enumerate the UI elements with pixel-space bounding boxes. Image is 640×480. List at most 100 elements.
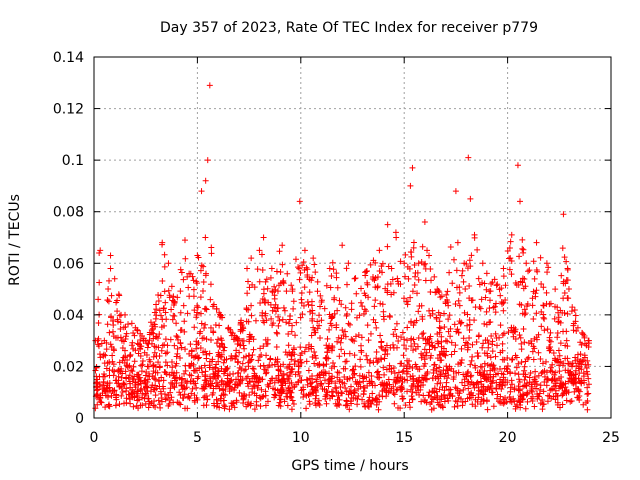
data-point (207, 375, 214, 382)
data-point (469, 353, 476, 360)
data-point (238, 393, 245, 400)
data-point (125, 321, 132, 328)
data-point (365, 403, 372, 410)
data-point (213, 305, 220, 312)
data-point (398, 360, 405, 367)
data-point (574, 351, 581, 358)
data-point (454, 398, 461, 405)
data-point (361, 400, 368, 407)
data-point (276, 399, 283, 406)
data-point (246, 391, 253, 398)
data-point (152, 392, 159, 399)
data-point (535, 349, 542, 356)
data-point (142, 391, 149, 398)
data-point (475, 333, 482, 340)
data-point (308, 302, 315, 309)
data-point (504, 363, 511, 370)
data-point (465, 368, 472, 375)
data-point (512, 352, 519, 359)
data-point (469, 341, 476, 348)
data-point (331, 310, 338, 317)
data-point (163, 395, 170, 402)
data-point (408, 393, 415, 400)
data-point (109, 352, 116, 359)
data-point (544, 326, 551, 333)
data-point (454, 389, 461, 396)
data-point (461, 342, 468, 349)
data-point (173, 332, 180, 339)
data-point (299, 262, 306, 269)
data-point (556, 368, 563, 375)
data-point (160, 385, 167, 392)
chart-title: Day 357 of 2023, Rate Of TEC Index for r… (160, 20, 538, 36)
data-point (485, 375, 492, 382)
data-point (232, 352, 239, 359)
data-point (259, 296, 266, 303)
data-point (178, 344, 185, 351)
data-point (584, 384, 591, 391)
data-point (335, 400, 342, 407)
data-point (395, 404, 402, 411)
data-point (338, 346, 345, 353)
data-point (490, 373, 497, 380)
data-point (420, 392, 427, 399)
data-point (443, 363, 450, 370)
data-point (190, 354, 197, 361)
data-point (171, 342, 178, 349)
data-point (487, 288, 494, 295)
data-point (348, 306, 355, 313)
data-point (481, 280, 488, 287)
data-point (350, 388, 357, 395)
data-point (437, 371, 444, 378)
data-point (225, 324, 232, 331)
data-point (534, 395, 541, 402)
data-point (486, 297, 493, 304)
data-point (339, 390, 346, 397)
data-point (436, 364, 443, 371)
data-point (150, 330, 157, 337)
data-point (150, 402, 157, 409)
data-point (288, 394, 295, 401)
data-point (459, 398, 466, 405)
data-point (138, 368, 145, 375)
data-point (456, 302, 463, 309)
data-point (446, 392, 453, 399)
data-point (585, 337, 592, 344)
data-point (154, 369, 161, 376)
data-point (462, 286, 469, 293)
data-point (209, 356, 216, 363)
data-point (344, 376, 351, 383)
data-point (114, 318, 121, 325)
data-point (404, 361, 411, 368)
data-point (131, 373, 138, 380)
data-point (382, 285, 389, 292)
data-point (116, 312, 123, 319)
data-point (472, 304, 479, 311)
data-point (540, 302, 547, 309)
data-point (176, 389, 183, 396)
data-point (220, 397, 227, 404)
data-point (490, 304, 497, 311)
data-point (457, 395, 464, 402)
data-point (315, 397, 322, 404)
data-point (260, 362, 267, 369)
data-point (216, 322, 223, 329)
data-point (322, 377, 329, 384)
data-point (168, 306, 175, 313)
data-point (209, 391, 216, 398)
data-point (477, 363, 484, 370)
data-point (464, 322, 471, 329)
data-point (418, 398, 425, 405)
data-point (216, 385, 223, 392)
data-point (317, 334, 324, 341)
data-point (289, 286, 296, 293)
data-point (316, 322, 323, 329)
data-point (171, 312, 178, 319)
data-point (497, 322, 504, 329)
data-point (334, 338, 341, 345)
data-point (385, 263, 392, 270)
data-point (569, 360, 576, 367)
data-point (185, 284, 192, 291)
data-point (233, 399, 240, 406)
data-point (499, 332, 506, 339)
